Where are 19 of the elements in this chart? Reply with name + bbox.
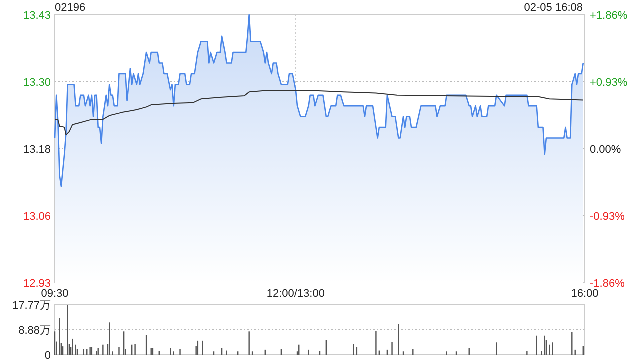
y-tick-label: 13.06 — [23, 211, 51, 223]
y-tick-label: 13.18 — [23, 144, 51, 156]
chart-title: 02196 — [55, 2, 86, 14]
x-tick-label: 16:00 — [571, 288, 599, 300]
line-series — [54, 90, 584, 136]
y-tick-label: 12.93 — [23, 278, 51, 290]
y2-tick-label: 0.00% — [590, 144, 622, 156]
text: 02-05 16:08 — [524, 2, 583, 14]
y-tick-label: 8.88万 — [18, 325, 51, 338]
x-tick-label: 09:30 — [41, 288, 69, 300]
y2-tick-label: -1.86% — [590, 278, 626, 290]
y2-tick-label: +1.86% — [590, 10, 628, 22]
y2-tick-label: +0.93% — [590, 77, 628, 89]
y-tick-label: 0 — [44, 350, 51, 360]
y-tick-label: 13.30 — [23, 77, 51, 89]
y-tick-label: 13.43 — [23, 10, 51, 22]
y2-tick-label: -0.93% — [590, 211, 626, 223]
x-tick-label: 12:00/13:00 — [266, 288, 325, 300]
y-tick-label: 17.77万 — [12, 300, 51, 312]
